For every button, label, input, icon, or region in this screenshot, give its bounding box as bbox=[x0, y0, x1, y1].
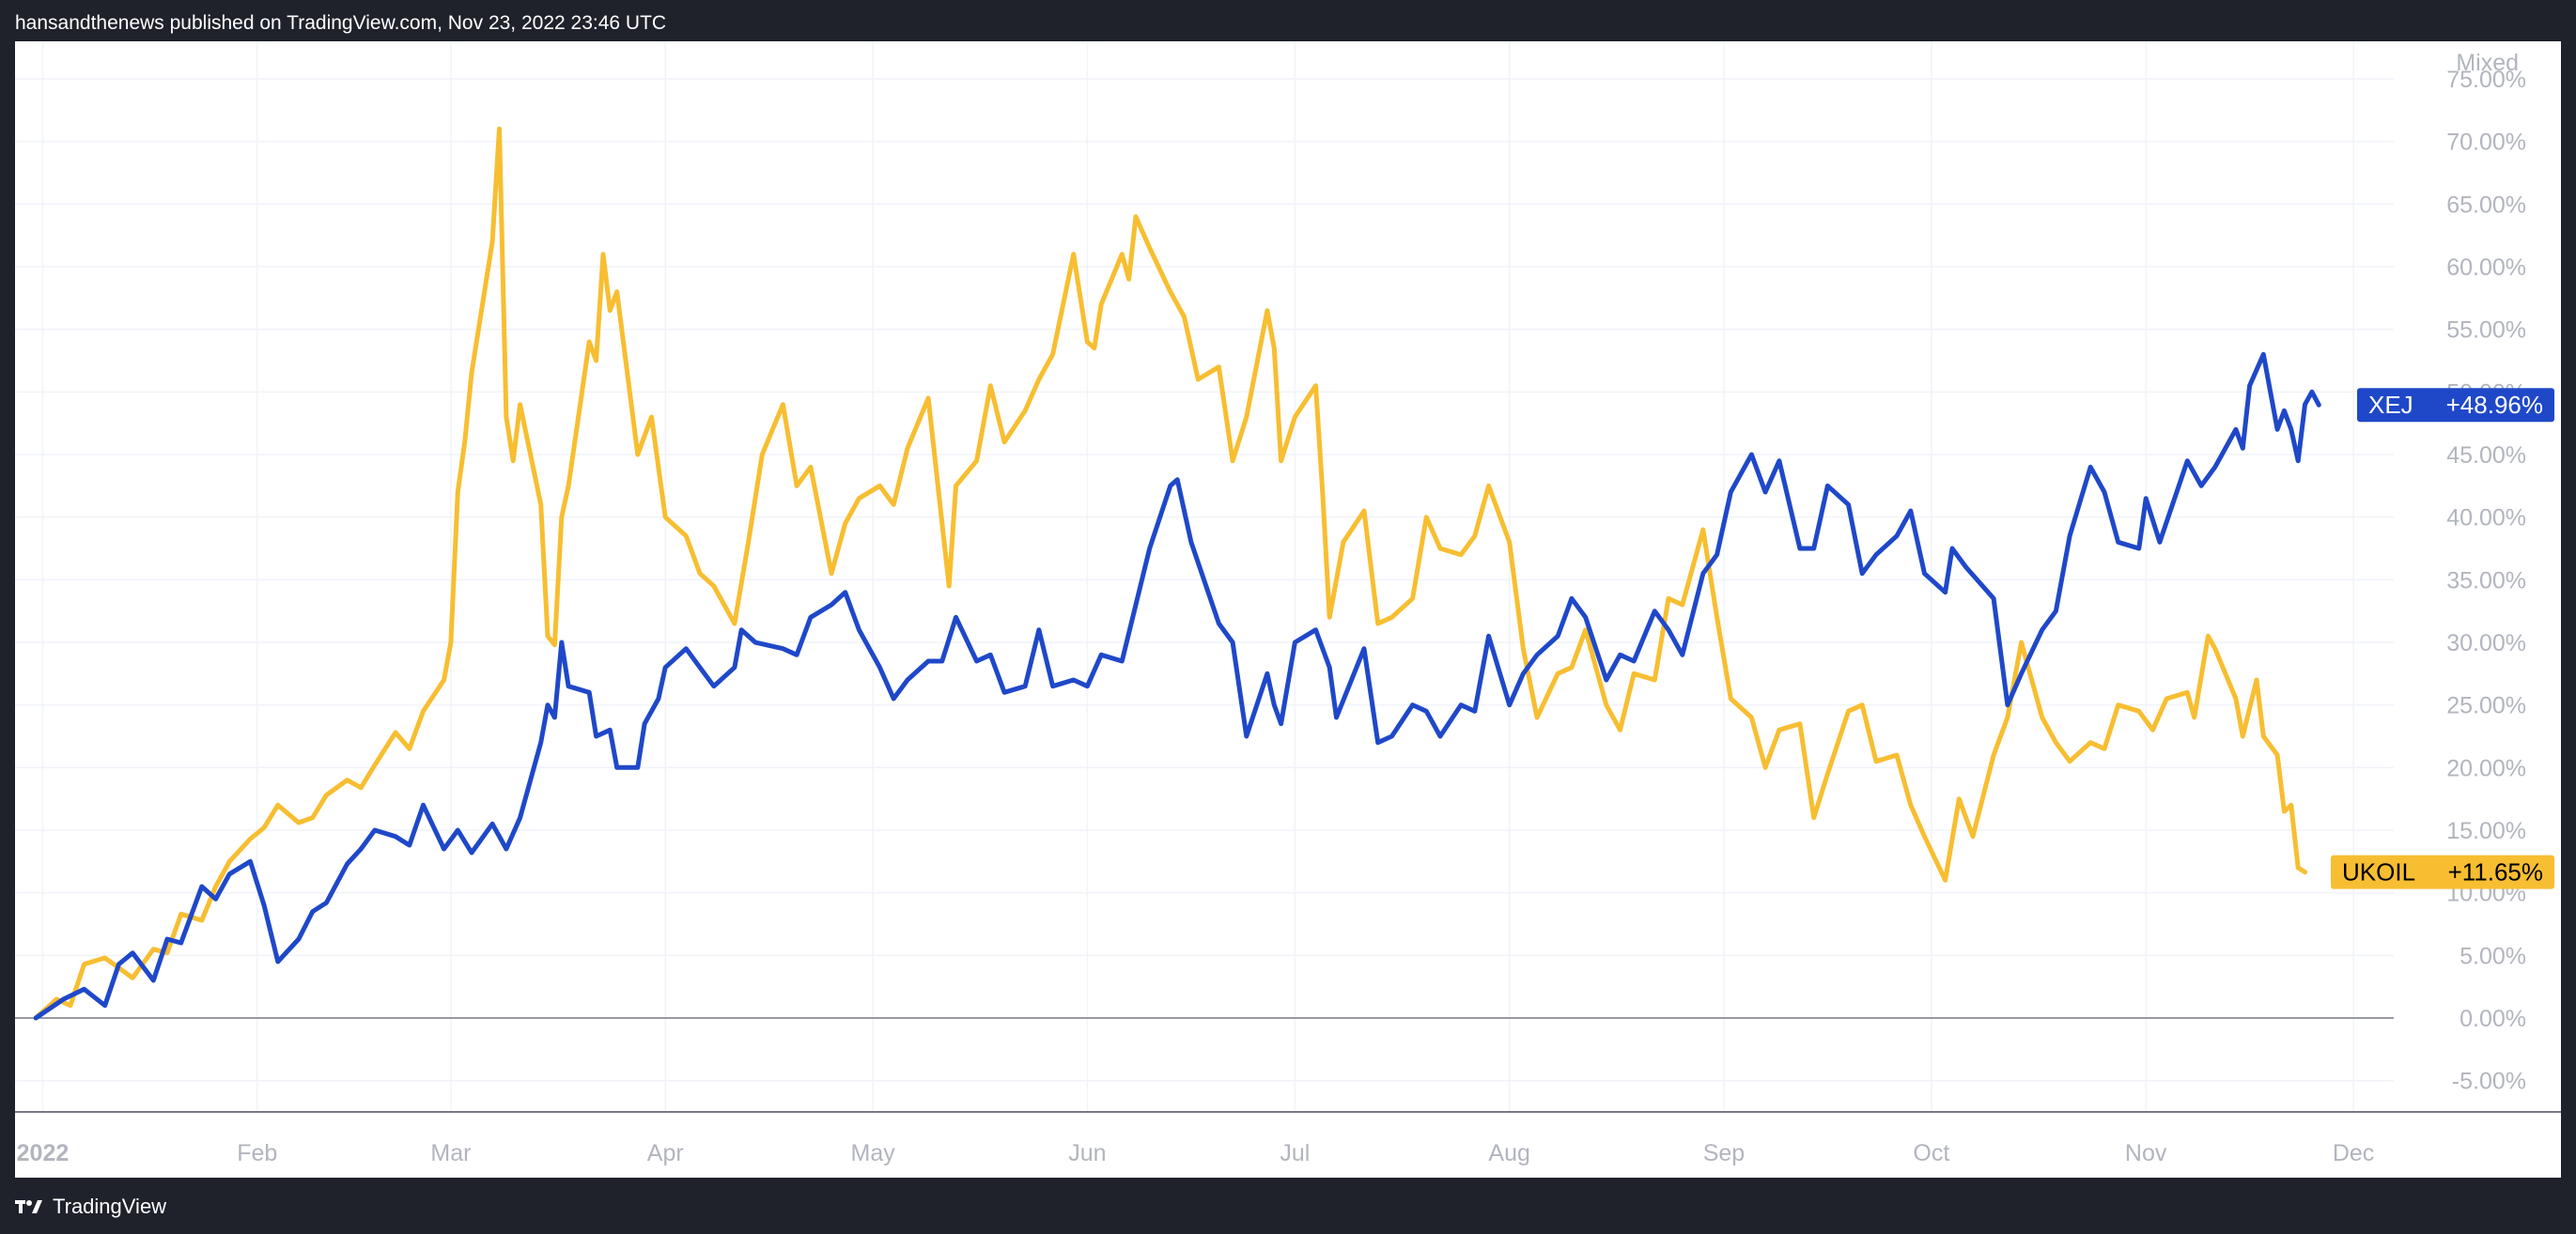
series-line-xej bbox=[33, 351, 2321, 1021]
price-badge-symbol: XEJ bbox=[2368, 391, 2413, 419]
price-badge-xej: XEJ +48.96% bbox=[2357, 388, 2554, 423]
x-tick-label: Mar bbox=[430, 1140, 471, 1166]
y-tick-label: 20.00% bbox=[2446, 755, 2526, 781]
y-tick-label: 45.00% bbox=[2446, 442, 2526, 469]
axes bbox=[15, 1017, 2561, 1113]
price-badges: UKOIL +11.65% XEJ +48.96% bbox=[2331, 388, 2554, 889]
x-tick-label: Sep bbox=[1703, 1140, 1745, 1166]
x-tick-label: Oct bbox=[1913, 1140, 1949, 1166]
y-tick-label: 40.00% bbox=[2446, 505, 2526, 532]
y-tick-label: 55.00% bbox=[2446, 317, 2526, 344]
chart-area[interactable]: -5.00% 0.00% 5.00% 10.00% 15.00% 20.00% 25.00%… bbox=[15, 41, 2561, 1178]
x-tick-label: May bbox=[851, 1140, 896, 1166]
x-tick-label: Aug bbox=[1488, 1140, 1529, 1166]
series-lines bbox=[33, 126, 2321, 1021]
tradingview-logo-text: TradingView bbox=[53, 1195, 167, 1218]
y-tick-label: 15.00% bbox=[2446, 818, 2526, 844]
series-line-ukoil bbox=[33, 126, 2307, 1021]
price-badge-value: +11.65% bbox=[2448, 858, 2543, 887]
published-text: hansandthenews published on TradingView.… bbox=[15, 12, 667, 34]
grid-lines bbox=[15, 41, 2394, 1112]
x-tick-label: 2022 bbox=[17, 1140, 70, 1166]
price-badge-bg bbox=[2357, 388, 2554, 423]
x-tick-label: Jun bbox=[1068, 1140, 1106, 1166]
scale-mode-label[interactable]: Mixed bbox=[2456, 50, 2519, 76]
price-badge-value: +48.96% bbox=[2446, 391, 2543, 419]
tradingview-logo[interactable]: TradingView bbox=[15, 1195, 166, 1219]
footer-bar: TradingView bbox=[0, 1178, 2576, 1234]
y-tick-label: 0.00% bbox=[2460, 1006, 2526, 1032]
x-tick-label: Dec bbox=[2333, 1140, 2374, 1166]
tradingview-logo-icon bbox=[15, 1200, 42, 1213]
chart-canvas[interactable]: -5.00%0.00%5.00%10.00%15.00%20.00%25.00%… bbox=[15, 41, 2561, 1178]
y-tick-label: 25.00% bbox=[2446, 693, 2526, 719]
x-tick-label: Jul bbox=[1280, 1140, 1310, 1166]
x-tick-label: Nov bbox=[2125, 1140, 2167, 1166]
x-tick-label: Apr bbox=[647, 1140, 684, 1166]
y-tick-label: 70.00% bbox=[2446, 130, 2526, 156]
y-tick-label: -5.00% bbox=[2452, 1069, 2526, 1095]
axis-labels: -5.00%0.00%5.00%10.00%15.00%20.00%25.00%… bbox=[17, 50, 2526, 1166]
y-tick-label: 35.00% bbox=[2446, 567, 2526, 594]
y-tick-label: 75.00% bbox=[2446, 67, 2526, 93]
price-badge-symbol: UKOIL bbox=[2342, 858, 2415, 887]
y-tick-label: 65.00% bbox=[2446, 192, 2526, 218]
price-badge-bg bbox=[2331, 855, 2554, 889]
price-badge-ukoil: UKOIL +11.65% bbox=[2331, 855, 2554, 889]
publish-info-bar: hansandthenews published on TradingView.… bbox=[0, 0, 2576, 41]
y-tick-label: 30.00% bbox=[2446, 630, 2526, 656]
y-tick-label: 60.00% bbox=[2446, 255, 2526, 281]
y-tick-label: 5.00% bbox=[2460, 943, 2526, 969]
x-tick-label: Feb bbox=[237, 1140, 277, 1166]
